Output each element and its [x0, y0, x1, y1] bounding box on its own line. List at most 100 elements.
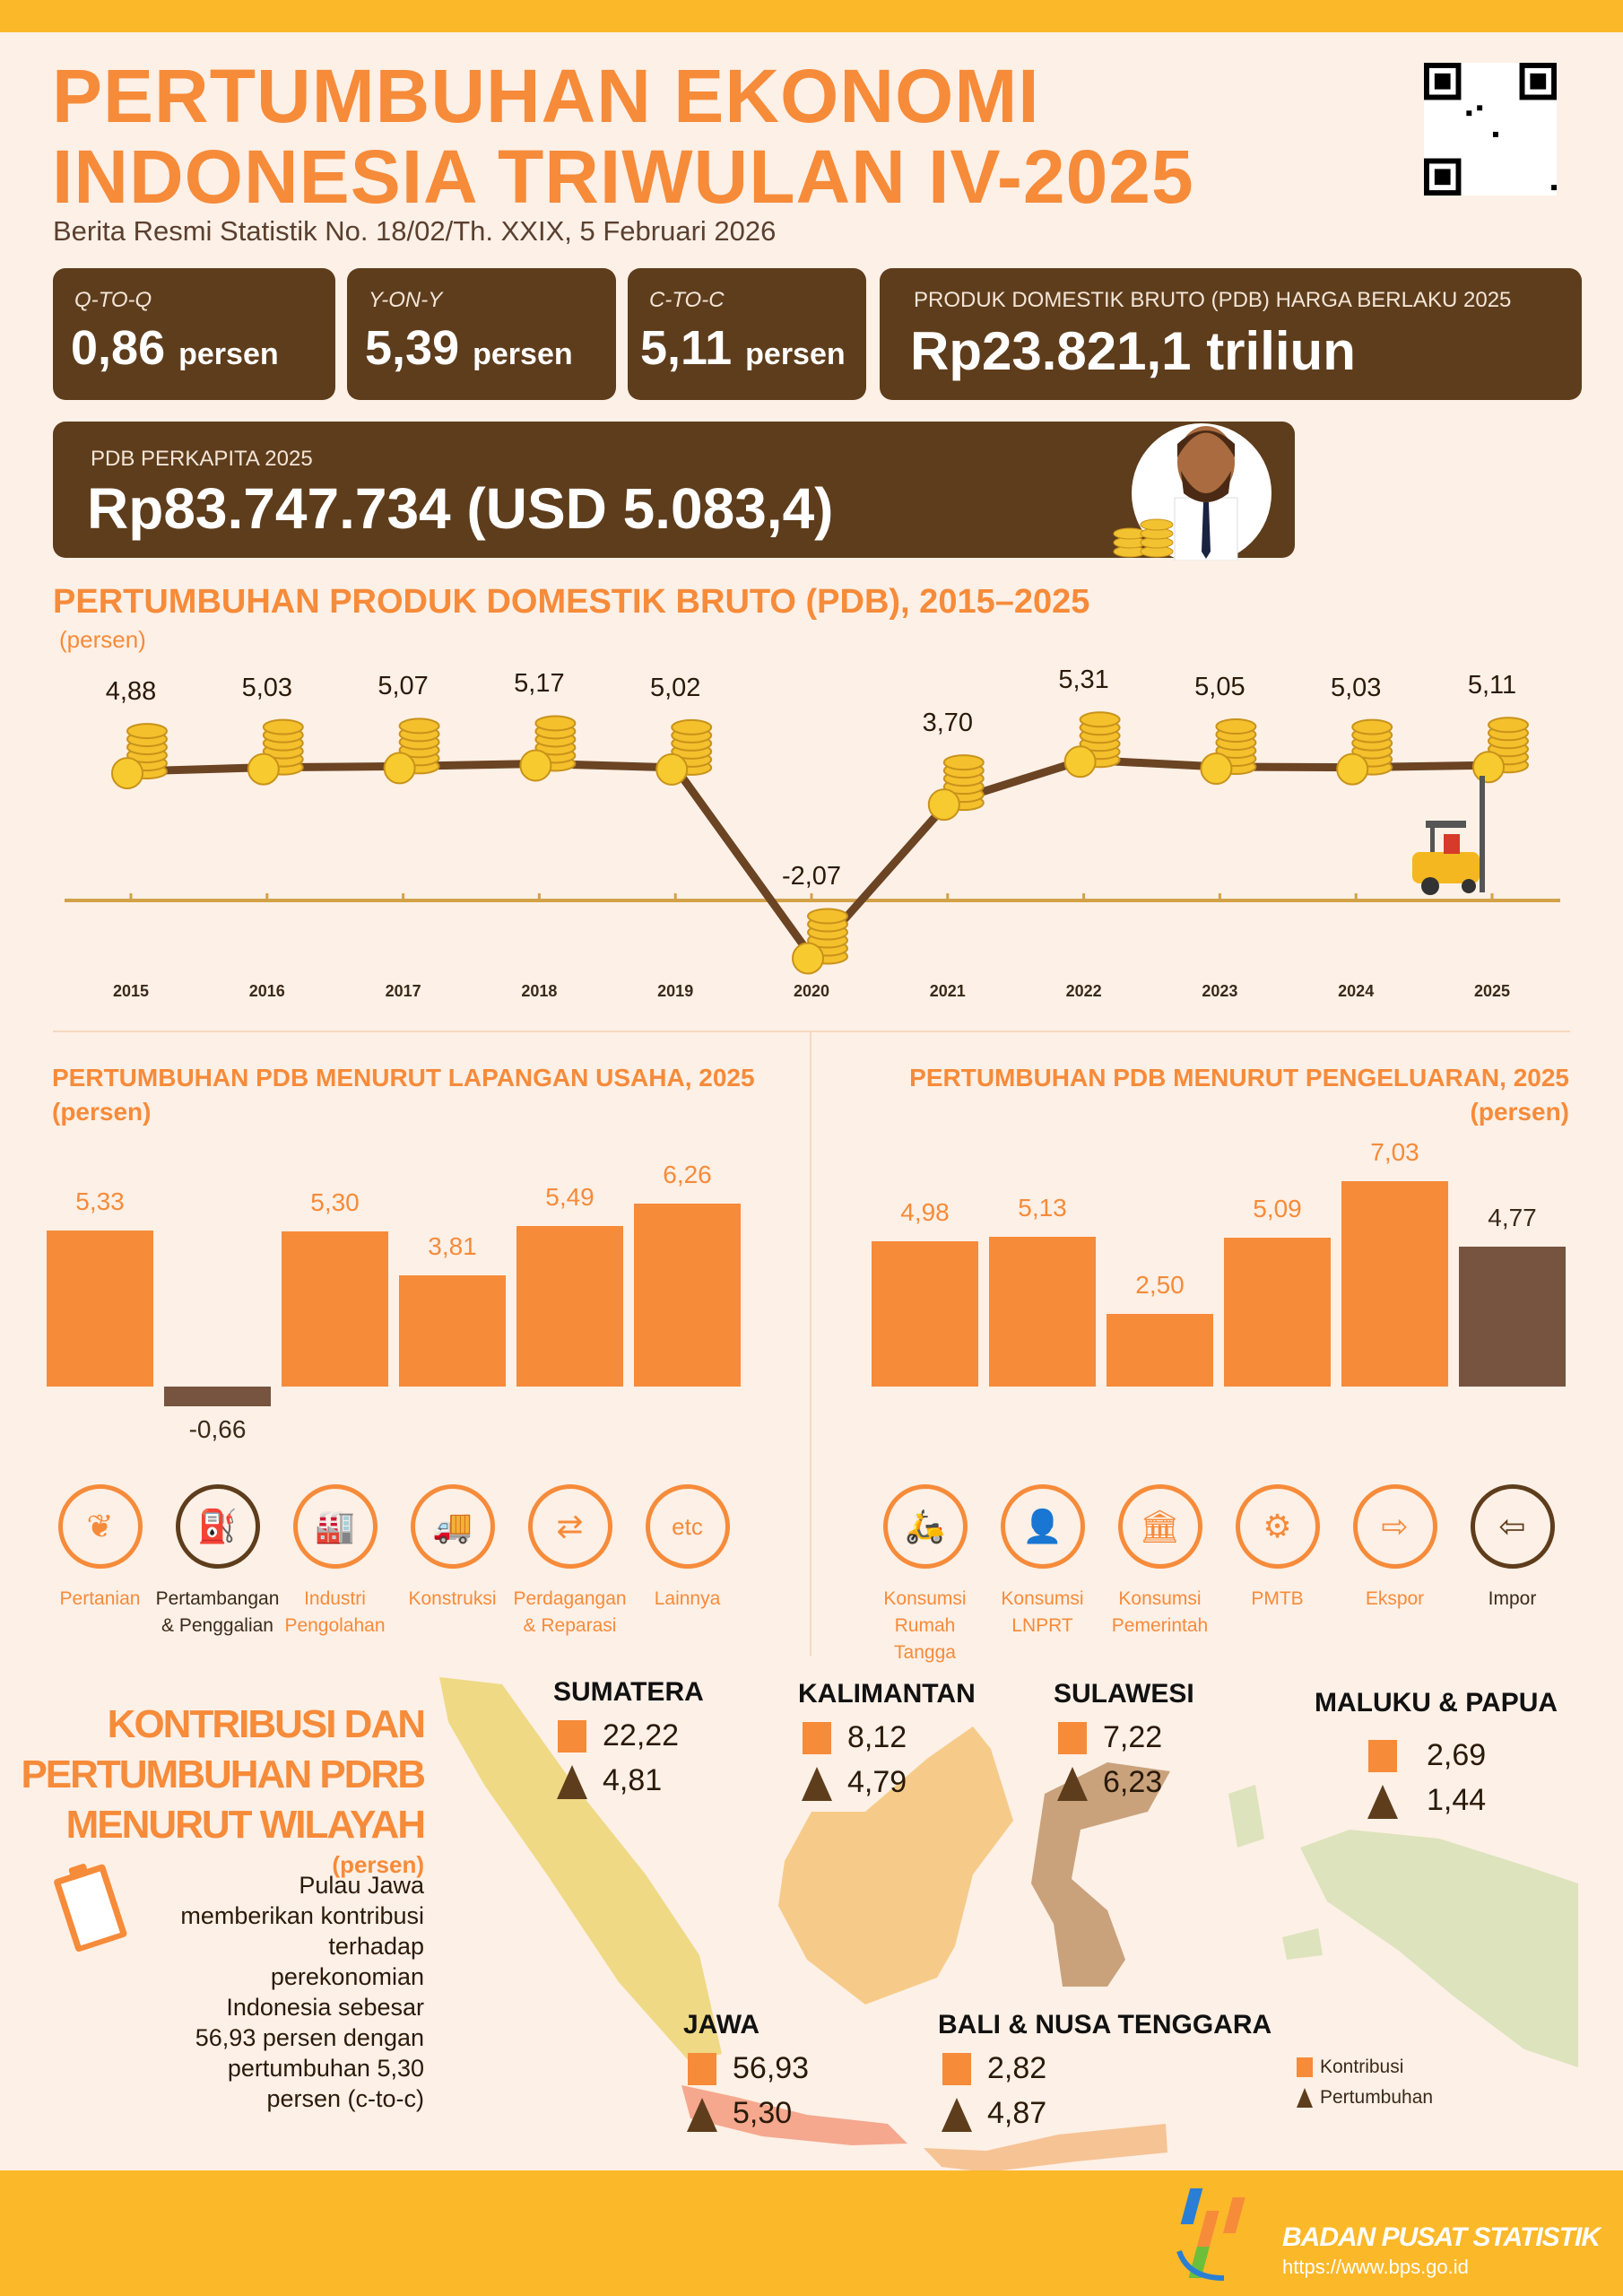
stat-unit: persen: [473, 337, 573, 371]
x-tick-label: 2024: [1338, 982, 1375, 1000]
point-label: 5,07: [378, 672, 429, 701]
bar-value-label: 3,81: [428, 1231, 477, 1260]
kontribusi-swatch: [1297, 2057, 1313, 2077]
category-label: Impor: [1450, 1586, 1575, 1613]
coin-stack-icon: [655, 718, 713, 786]
category-label-line: Pemerintah: [1111, 1615, 1209, 1636]
clipboard-icon: [54, 1863, 127, 1952]
point-label: 5,11: [1467, 671, 1517, 700]
regional-title-line: KONTRIBUSI DAN: [107, 1702, 426, 1746]
bar-value-label: 4,77: [1488, 1204, 1537, 1232]
coin-stack-icon: [1336, 718, 1393, 786]
forklift-icon: [1412, 776, 1485, 895]
line-chart-unit: (persen): [59, 626, 146, 653]
per-capita-box: PDB PERKAPITA 2025 Rp83.747.734 (USD 5.0…: [53, 422, 1295, 558]
bar-value-label: 2,50: [1135, 1270, 1185, 1299]
x-tick-label: 2015: [112, 982, 150, 1000]
regional-unit: (persen): [332, 1851, 424, 1878]
category-label: Konsumsi Pemerintah: [1098, 1586, 1223, 1639]
category-label-line: Konsumsi: [1001, 1588, 1084, 1609]
per-capita-label: PDB PERKAPITA 2025: [91, 447, 313, 471]
factory-icon: 🏭: [292, 1484, 378, 1569]
category-label-line: PMTB: [1251, 1588, 1304, 1609]
x-tick-label: 2017: [385, 982, 421, 1000]
bar-chart-lapangan-usaha-title: PERTUMBUHAN PDB MENURUT LAPANGAN USAHA, …: [52, 1064, 755, 1091]
per-capita-value: Rp83.747.734 (USD 5.083,4): [87, 476, 834, 541]
stat-number: 5,39: [365, 321, 460, 375]
map-region-sulawesi[interactable]: [1031, 1762, 1170, 1987]
category-label-line: Konstruksi: [408, 1588, 497, 1609]
x-tick-label: 2018: [521, 982, 558, 1000]
stat-label: PRODUK DOMESTIK BRUTO (PDB) HARGA BERLAK…: [914, 288, 1512, 312]
map-region-kalimantan[interactable]: [778, 1726, 1013, 2005]
region-pertumbuhan: 6,23: [1103, 1765, 1163, 1799]
bar-value-label: -0,66: [188, 1414, 247, 1443]
coin-stack-icon: [1200, 718, 1257, 786]
note-line: terhadap: [328, 1933, 424, 1960]
title-line-2: INDONESIA TRIWULAN IV-2025: [52, 135, 1194, 219]
coin-stack-icon: [111, 723, 168, 790]
point-label: 5,02: [649, 673, 701, 702]
category-label-line: LNPRT: [1011, 1615, 1073, 1636]
note-line: Pulau Jawa: [299, 1872, 424, 1899]
coin-stack-icon: [519, 715, 577, 782]
map-region-bali-nusa-tenggara[interactable]: [924, 2124, 1167, 2170]
bar-value-label: 5,13: [1018, 1193, 1067, 1222]
footer: [0, 2170, 1623, 2296]
map-region-maluku-papua[interactable]: [1228, 1785, 1264, 1848]
category-label: Konsumsi Rumah Tangga: [863, 1586, 988, 1666]
point-label: 3,70: [922, 709, 974, 738]
indonesia-map: [439, 1677, 1578, 2170]
map-region-maluku-papua[interactable]: [1300, 1830, 1578, 2067]
point-label: 5,05: [1194, 673, 1245, 701]
subtitle: Berita Resmi Statistik No. 18/02/Th. XXI…: [53, 215, 777, 247]
bar-value-label: 5,49: [545, 1183, 595, 1212]
stat-y-on-y: Y-ON-Y 5,39 persen: [347, 268, 616, 400]
map-region-jawa[interactable]: [681, 2085, 907, 2145]
bar: [1459, 1247, 1566, 1387]
bar-chart-pengeluaran-title: PERTUMBUHAN PDB MENURUT PENGELUARAN, 202…: [909, 1064, 1569, 1091]
bar: [47, 1231, 153, 1387]
category-label: Industri Pengolahan: [273, 1586, 398, 1639]
region-kontribusi: 22,22: [603, 1718, 680, 1752]
footer-url[interactable]: https://www.bps.go.id: [1282, 2256, 1469, 2278]
coin-stack-icon: [247, 718, 304, 786]
category-label-line: & Penggalian: [161, 1615, 273, 1636]
bps-logo: [1176, 2188, 1245, 2281]
line-chart-title: PERTUMBUHAN PRODUK DOMESTIK BRUTO (PDB),…: [53, 583, 1090, 621]
bar: [1224, 1238, 1331, 1387]
category-label-line: Konsumsi: [1118, 1588, 1202, 1609]
category-label-line: Pertambangan: [155, 1588, 280, 1609]
bar-value-label: 5,09: [1253, 1195, 1302, 1223]
import-ship-icon: ⇦: [1470, 1484, 1555, 1569]
bar-value-label: 5,33: [75, 1187, 125, 1216]
map-region-sumatera[interactable]: [439, 1677, 722, 2063]
note-line: 56,93 persen dengan: [195, 2024, 424, 2051]
regional-title: KONTRIBUSI DAN PERTUMBUHAN PDRB MENURUT …: [21, 1700, 426, 1879]
stat-unit: persen: [745, 337, 846, 371]
note-line: perekonomian: [270, 1963, 424, 1990]
note-line: Indonesia sebesar: [226, 1994, 424, 2021]
category-label: Pertanian: [38, 1586, 163, 1613]
category-label-line: Konsumsi: [883, 1588, 967, 1609]
stat-c-to-c: C-TO-C 5,11 persen: [628, 268, 866, 400]
point-label: -2,07: [781, 862, 842, 891]
stat-label: Y-ON-Y: [369, 288, 443, 312]
point-label: 5,03: [1330, 673, 1382, 702]
note-line: pertumbuhan 5,30: [227, 2055, 424, 2082]
category-label-line: Ekspor: [1365, 1588, 1425, 1609]
region-name: BALI & NUSA TENGGARA: [938, 2010, 1272, 2039]
x-tick-label: 2016: [248, 982, 285, 1000]
bar: [1341, 1180, 1448, 1387]
region-name: JAWA: [683, 2010, 760, 2039]
stat-value: 5,11 persen: [640, 320, 846, 376]
kontribusi-swatch: [1368, 1740, 1397, 1772]
map-region-maluku-papua[interactable]: [1282, 1928, 1323, 1960]
category-label-line: & Reparasi: [523, 1615, 617, 1636]
bar: [164, 1387, 271, 1406]
stat-number: 0,86: [71, 321, 166, 375]
qr-code-icon[interactable]: [1424, 63, 1557, 196]
bar-value-label: 5,30: [310, 1188, 360, 1217]
title-line-1: PERTUMBUHAN EKONOMI: [52, 54, 1040, 138]
bar: [516, 1226, 623, 1387]
